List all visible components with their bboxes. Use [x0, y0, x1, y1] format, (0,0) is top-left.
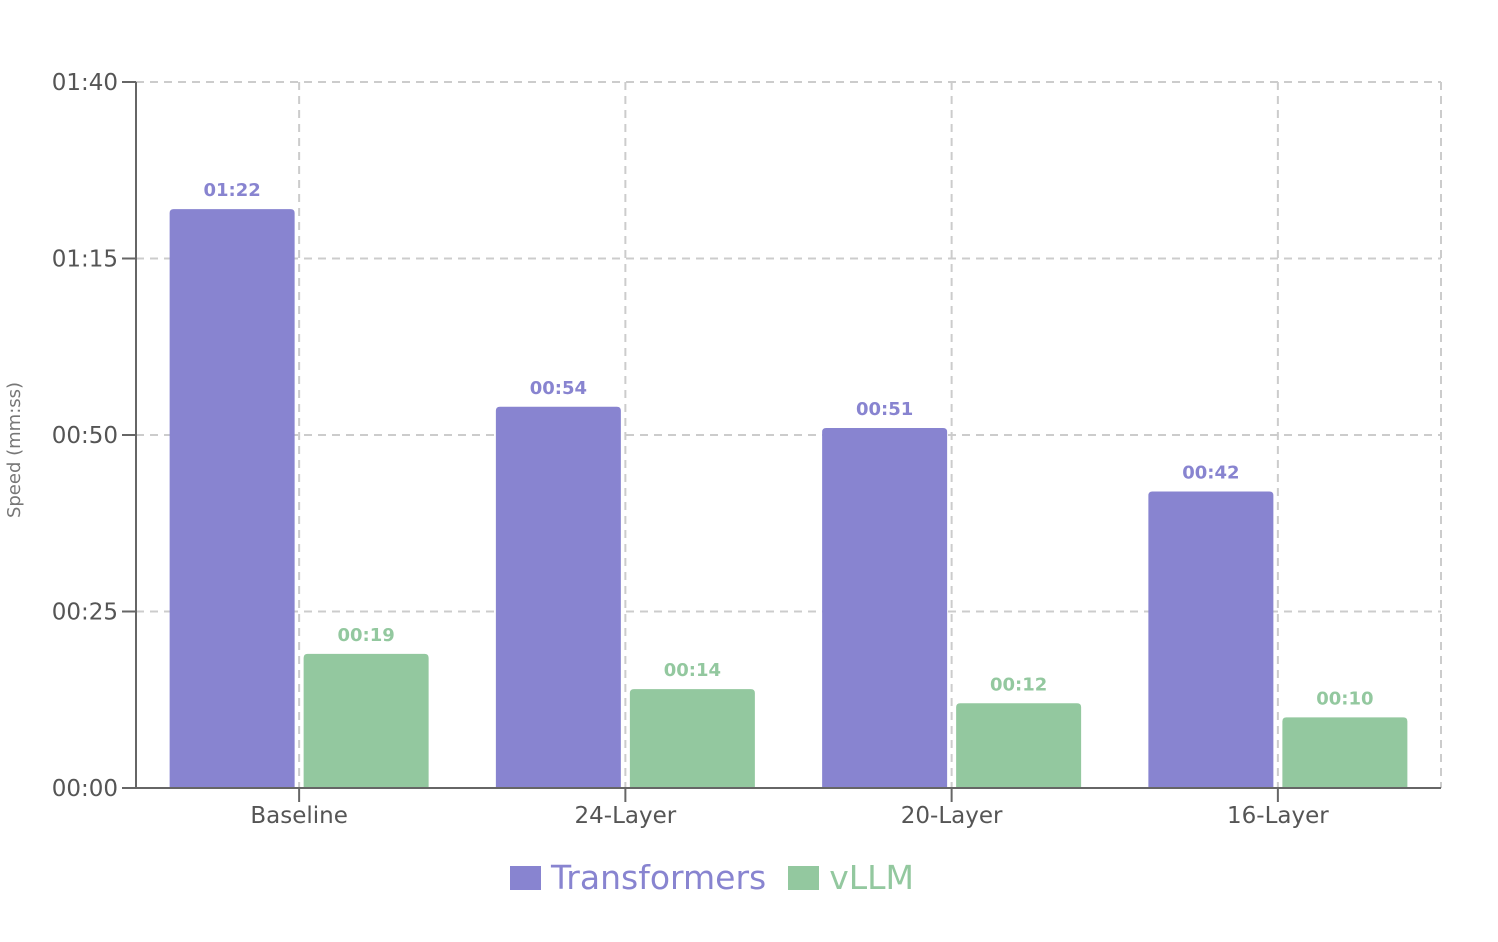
x-tick-label: Baseline — [250, 803, 348, 829]
bar-value-label: 00:10 — [1316, 688, 1373, 709]
y-tick-label: 00:50 — [52, 423, 118, 449]
legend-swatch-icon — [510, 865, 541, 890]
y-tick-label: 00:25 — [52, 600, 118, 626]
x-tick-label: 16-Layer — [1227, 803, 1329, 829]
legend-item-vllm[interactable]: vLLM — [788, 858, 914, 897]
bar-vllm-16-layer[interactable] — [1282, 717, 1408, 788]
y-tick-label: 01:15 — [52, 247, 118, 273]
bar-vllm-24-layer[interactable] — [629, 689, 755, 788]
legend-label: vLLM — [829, 858, 914, 897]
bar-value-label: 00:54 — [530, 378, 587, 399]
bar-transformers-20-layer[interactable] — [822, 427, 948, 788]
bar-transformers-16-layer[interactable] — [1148, 491, 1274, 788]
x-tick-label: 20-Layer — [901, 803, 1003, 829]
bar-value-label: 00:42 — [1182, 462, 1239, 483]
bar-value-label: 00:12 — [990, 674, 1047, 695]
bar-transformers-24-layer[interactable] — [495, 406, 621, 788]
bar-value-label: 00:14 — [664, 660, 721, 681]
bar-vllm-20-layer[interactable] — [956, 703, 1082, 788]
bar-vllm-baseline[interactable] — [303, 653, 429, 788]
bars: 01:22 00:19 00:54 00:14 00:51 00:12 00:42 00:10 — [169, 180, 1408, 788]
bar-transformers-baseline[interactable] — [169, 209, 295, 788]
bar-value-label: 00:19 — [337, 625, 394, 646]
y-tick-label: 00:00 — [52, 776, 118, 802]
grid-lines — [136, 81, 1442, 788]
legend: Transformers vLLM — [0, 858, 1424, 897]
x-tick-label: 24-Layer — [575, 803, 677, 829]
legend-swatch-icon — [788, 865, 820, 890]
axes: 00:00 00:25 00:50 01:15 01:40 Baseline 24-Laye… — [52, 70, 1441, 829]
bar-chart: 01:22 00:19 00:54 00:14 00:51 00:12 00:42 00:10… — [4, 70, 1442, 829]
y-tick-label: 01:40 — [52, 70, 118, 96]
bar-value-label: 00:51 — [856, 399, 913, 420]
legend-item-transformers[interactable]: Transformers — [510, 858, 766, 897]
bar-value-label: 01:22 — [203, 180, 260, 201]
legend-label: Transformers — [551, 858, 767, 897]
y-axis-title: Speed (mm:ss) — [4, 382, 25, 518]
